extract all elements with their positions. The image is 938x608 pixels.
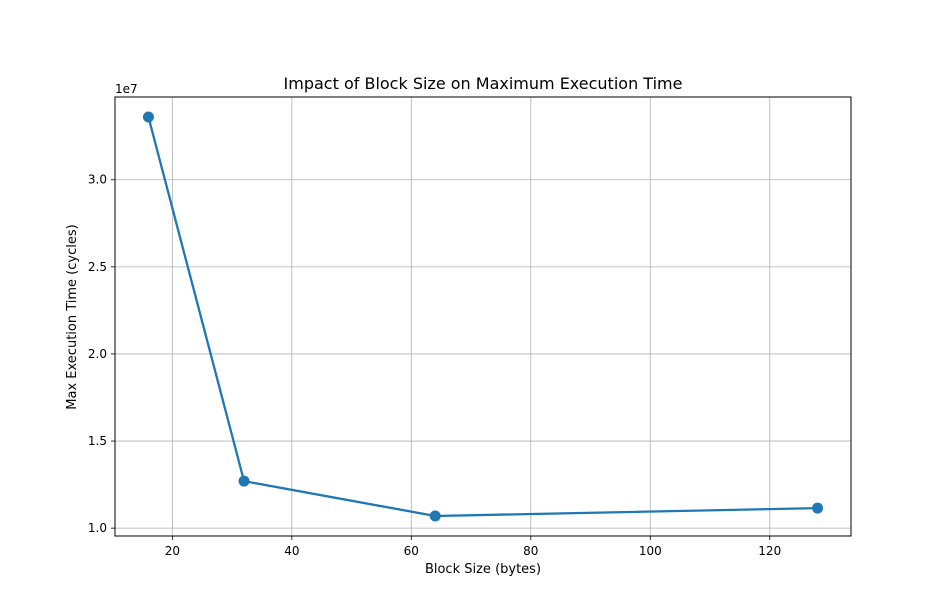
y-tick-label: 2.0 (88, 347, 107, 361)
x-axis-label: Block Size (bytes) (425, 562, 541, 577)
x-tick-label: 20 (165, 544, 180, 558)
series-layer (142, 111, 824, 522)
x-tick-label: 100 (639, 544, 662, 558)
axis-ticks: 20 40 60 80 100 120 1.0 1.5 2.0 2.5 3.0 (88, 173, 781, 558)
plot-frame (114, 96, 852, 537)
y-offset-label: 1e7 (115, 82, 138, 96)
x-tick-label: 60 (404, 544, 419, 558)
y-tick-label: 2.5 (88, 260, 107, 274)
x-tick-label: 40 (284, 544, 299, 558)
x-tick-label: 120 (758, 544, 781, 558)
data-point (142, 111, 154, 123)
data-point (812, 502, 824, 514)
series-line (147, 115, 819, 518)
y-tick-label: 1.5 (88, 434, 107, 448)
data-point (238, 475, 250, 487)
x-tick-label: 80 (523, 544, 538, 558)
grid-lines (115, 97, 851, 536)
data-point (429, 510, 441, 522)
y-tick-label: 3.0 (88, 173, 107, 187)
y-tick-label: 1.0 (88, 521, 107, 535)
y-axis-label: Max Execution Time (cycles) (65, 224, 80, 409)
chart-title: Impact of Block Size on Maximum Executio… (284, 74, 683, 93)
